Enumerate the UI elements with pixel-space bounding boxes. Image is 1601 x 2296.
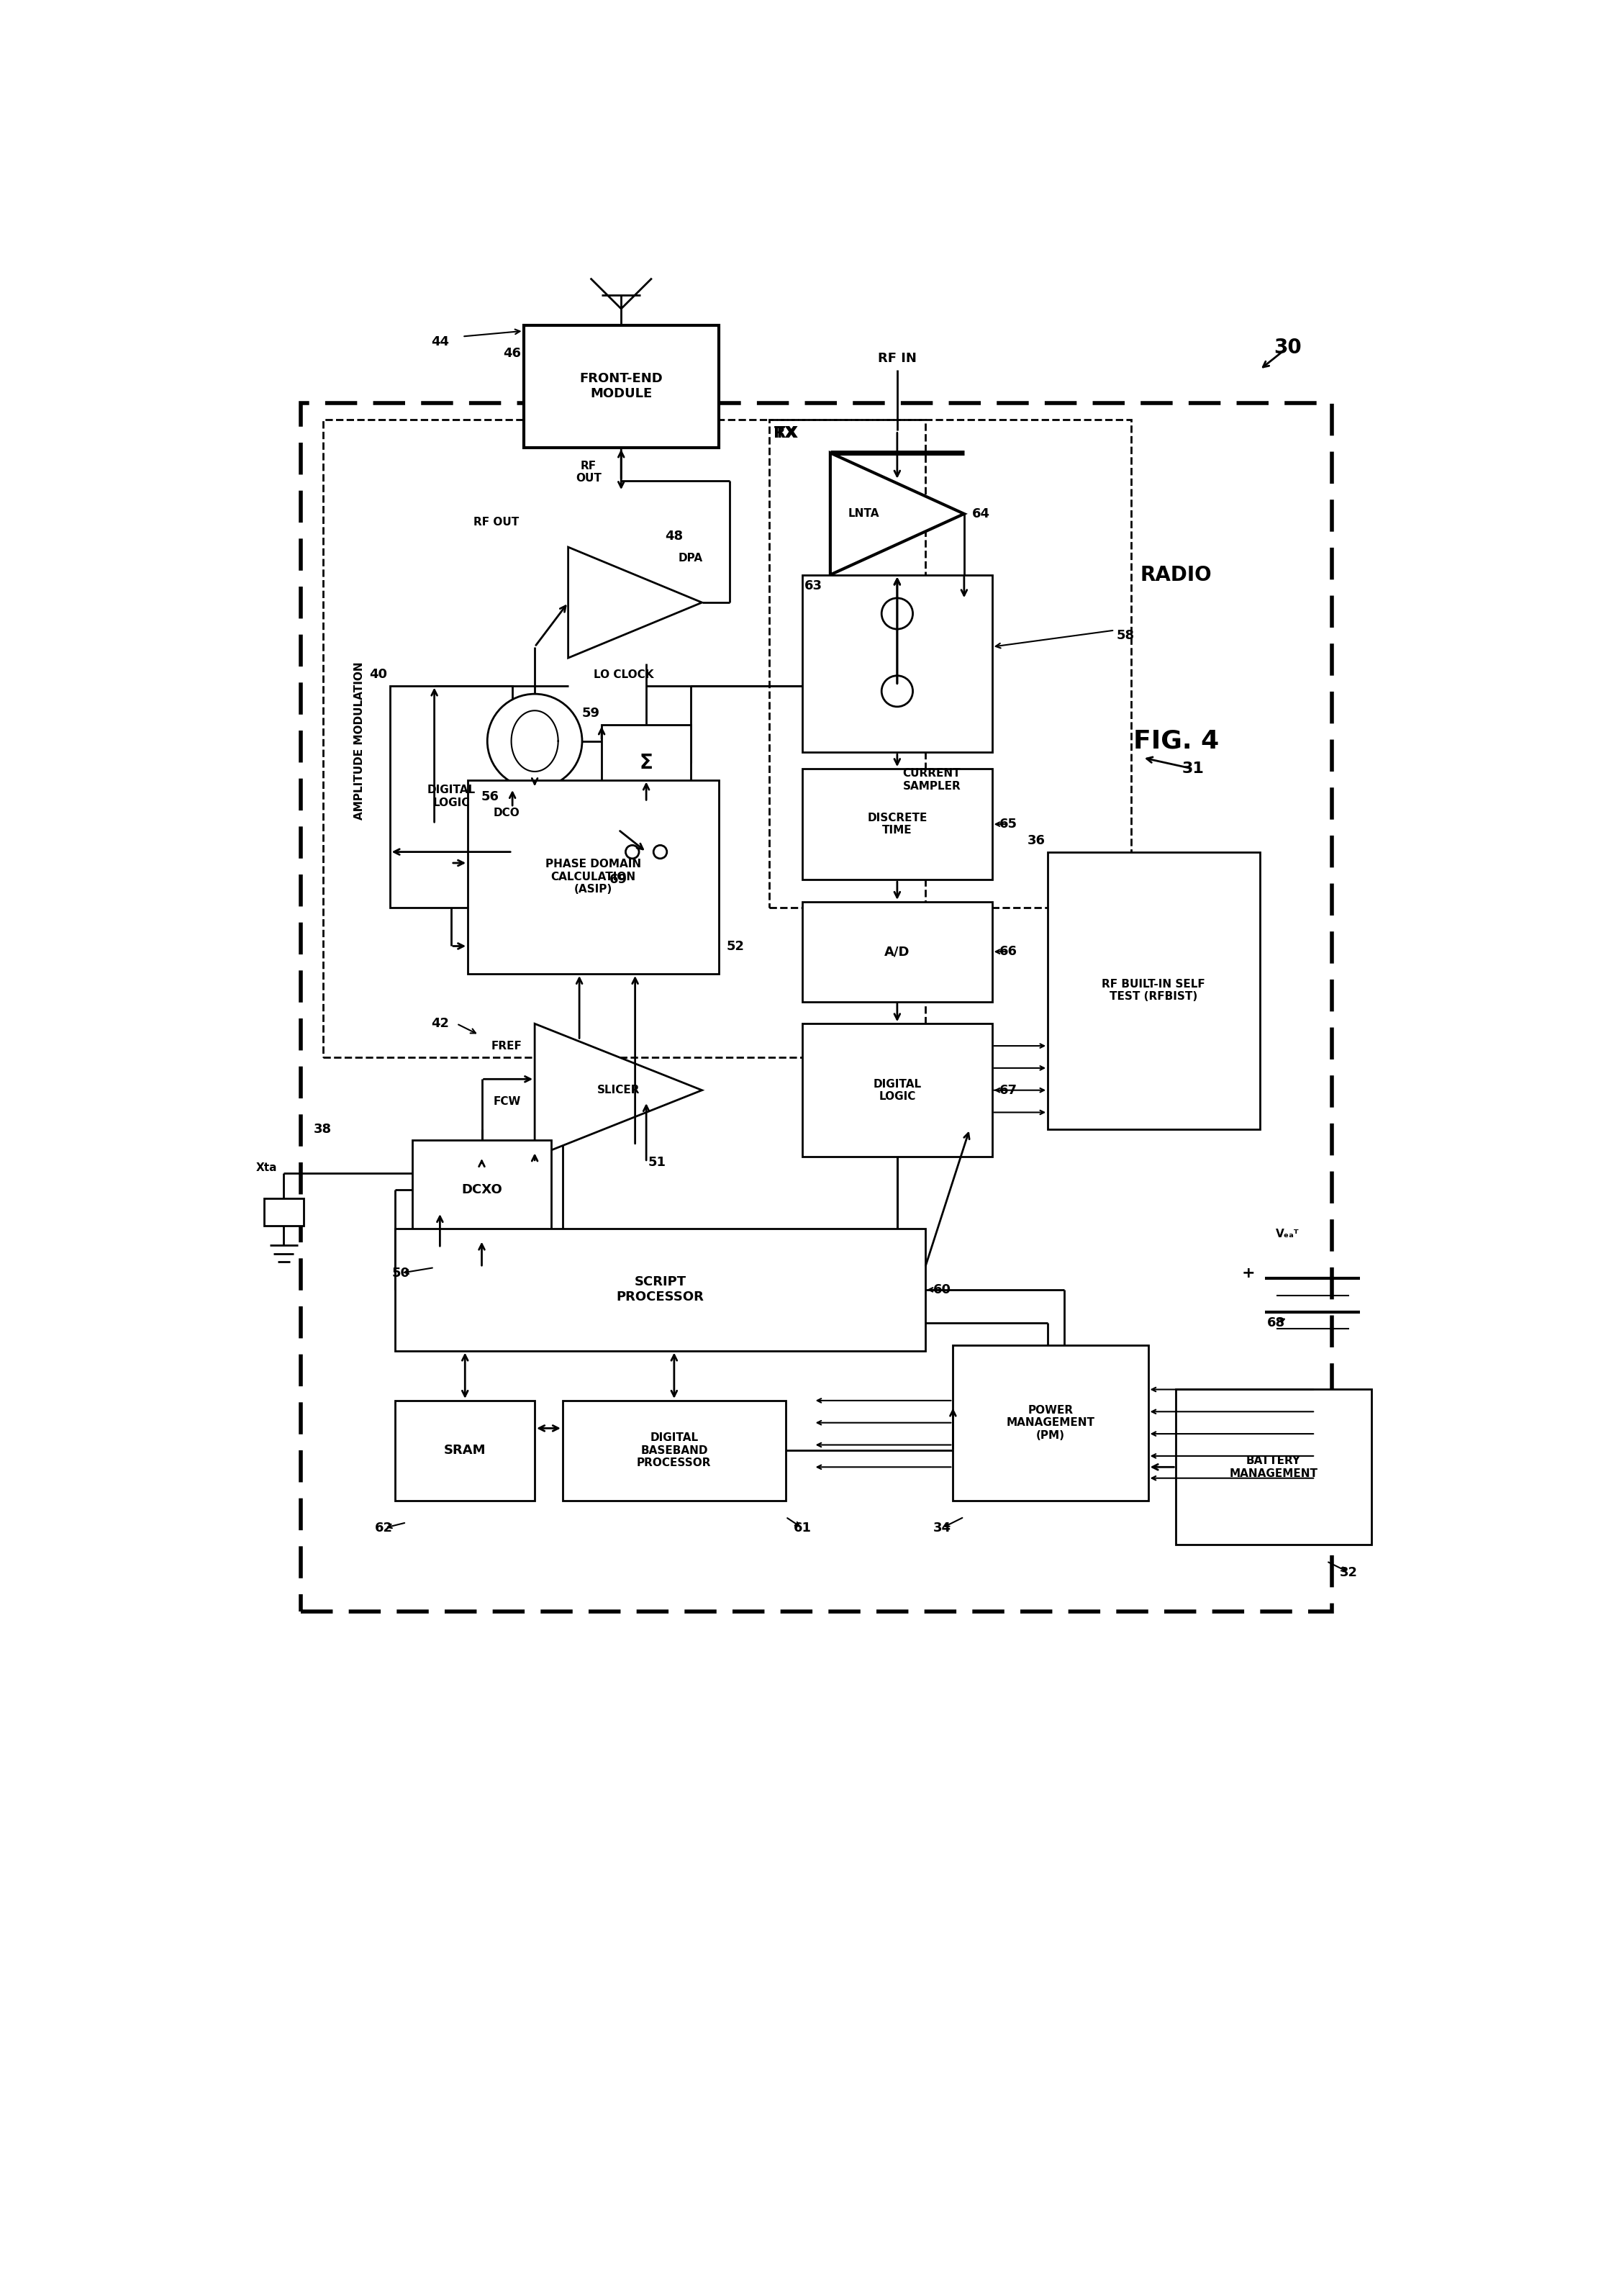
Circle shape xyxy=(882,675,913,707)
Text: 34: 34 xyxy=(933,1522,951,1534)
Text: 51: 51 xyxy=(648,1155,666,1169)
Text: 31: 31 xyxy=(1182,762,1204,776)
Text: 52: 52 xyxy=(727,939,744,953)
Text: 30: 30 xyxy=(1274,338,1302,358)
Text: +: + xyxy=(1242,1265,1255,1281)
Text: 63: 63 xyxy=(805,579,823,592)
Bar xyxy=(802,574,993,753)
Text: 48: 48 xyxy=(664,530,684,542)
Circle shape xyxy=(487,693,583,788)
Text: Xta: Xta xyxy=(256,1162,277,1173)
Text: CURRENT
SAMPLER: CURRENT SAMPLER xyxy=(903,769,961,792)
Bar xyxy=(467,781,719,974)
Text: Σ: Σ xyxy=(639,753,653,774)
Text: 50: 50 xyxy=(392,1267,410,1279)
Text: POWER
MANAGEMENT
(PM): POWER MANAGEMENT (PM) xyxy=(1007,1405,1095,1440)
Text: DIGITAL
LOGIC: DIGITAL LOGIC xyxy=(427,785,475,808)
Circle shape xyxy=(626,845,639,859)
Text: 62: 62 xyxy=(375,1522,394,1534)
Bar xyxy=(301,404,1332,1612)
Bar xyxy=(1177,1389,1370,1545)
Text: SRAM: SRAM xyxy=(443,1444,487,1458)
Text: A/D: A/D xyxy=(884,946,909,957)
Text: LO CLOCK: LO CLOCK xyxy=(594,668,653,680)
Bar xyxy=(323,420,925,1056)
Text: DIGITAL
BASEBAND
PROCESSOR: DIGITAL BASEBAND PROCESSOR xyxy=(637,1433,711,1469)
Text: PHASE DOMAIN
CALCULATION
(ASIP): PHASE DOMAIN CALCULATION (ASIP) xyxy=(546,859,640,895)
Bar xyxy=(802,769,993,879)
Text: 65: 65 xyxy=(999,817,1018,831)
Bar xyxy=(602,726,692,801)
Text: RADIO: RADIO xyxy=(1140,565,1212,585)
Text: FCW: FCW xyxy=(493,1095,520,1107)
Text: 44: 44 xyxy=(431,335,448,349)
Text: 68: 68 xyxy=(1268,1316,1286,1329)
Bar xyxy=(264,1199,303,1226)
Text: DCXO: DCXO xyxy=(461,1182,503,1196)
Text: DIGITAL
LOGIC: DIGITAL LOGIC xyxy=(873,1079,921,1102)
Text: DPA: DPA xyxy=(679,553,703,563)
Bar xyxy=(562,1401,786,1499)
Bar xyxy=(768,420,1132,907)
Bar xyxy=(524,326,719,448)
Bar xyxy=(395,1228,925,1350)
Circle shape xyxy=(882,597,913,629)
Bar xyxy=(802,1024,993,1157)
Bar xyxy=(953,1345,1148,1499)
Bar xyxy=(395,1401,535,1499)
Bar xyxy=(411,1141,551,1240)
Text: 66: 66 xyxy=(999,946,1018,957)
Text: RX: RX xyxy=(773,427,797,441)
Text: SCRIPT
PROCESSOR: SCRIPT PROCESSOR xyxy=(616,1277,704,1304)
Text: 69: 69 xyxy=(610,872,628,886)
Text: RF IN: RF IN xyxy=(877,351,916,365)
Text: Vₑₐᵀ: Vₑₐᵀ xyxy=(1276,1228,1300,1240)
Polygon shape xyxy=(568,546,701,659)
Polygon shape xyxy=(831,452,964,574)
Text: 58: 58 xyxy=(1117,629,1135,643)
Text: BATTERY
MANAGEMENT: BATTERY MANAGEMENT xyxy=(1230,1456,1318,1479)
Text: 60: 60 xyxy=(933,1283,951,1297)
Text: RF BUILT-IN SELF
TEST (RFBIST): RF BUILT-IN SELF TEST (RFBIST) xyxy=(1101,978,1206,1001)
Bar xyxy=(1047,852,1260,1130)
Text: 61: 61 xyxy=(794,1522,812,1534)
Text: 59: 59 xyxy=(581,707,599,721)
Text: DISCRETE
TIME: DISCRETE TIME xyxy=(868,813,927,836)
Text: 40: 40 xyxy=(370,668,387,682)
Text: FREF: FREF xyxy=(492,1040,522,1052)
Text: FRONT-END
MODULE: FRONT-END MODULE xyxy=(580,372,663,400)
Bar xyxy=(389,687,512,907)
Text: 36: 36 xyxy=(1028,833,1045,847)
Text: 46: 46 xyxy=(503,347,522,360)
Bar xyxy=(802,902,993,1001)
Circle shape xyxy=(653,845,668,859)
Text: TX: TX xyxy=(773,427,797,441)
Text: FIG. 4: FIG. 4 xyxy=(1134,728,1218,753)
Text: 56: 56 xyxy=(482,790,500,804)
Text: 64: 64 xyxy=(972,507,989,521)
Text: DCO: DCO xyxy=(493,808,520,817)
Text: 32: 32 xyxy=(1340,1566,1358,1580)
Text: RF
OUT: RF OUT xyxy=(576,461,602,484)
Text: AMPLITUDE MODULATION: AMPLITUDE MODULATION xyxy=(354,661,365,820)
Text: SLICER: SLICER xyxy=(597,1084,640,1095)
Text: 38: 38 xyxy=(314,1123,331,1137)
Text: 67: 67 xyxy=(999,1084,1018,1097)
Text: 42: 42 xyxy=(431,1017,448,1031)
Text: RF OUT: RF OUT xyxy=(474,517,519,528)
Polygon shape xyxy=(535,1024,701,1157)
Text: LNTA: LNTA xyxy=(849,507,879,519)
